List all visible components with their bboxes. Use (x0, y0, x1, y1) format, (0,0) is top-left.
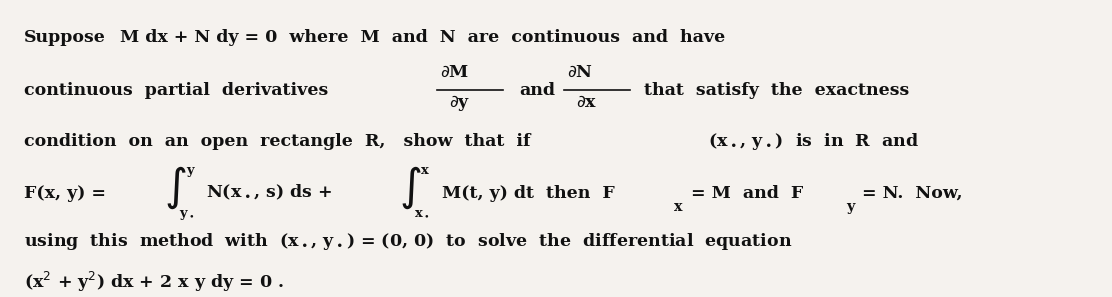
Text: $\partial$y: $\partial$y (449, 94, 470, 113)
Text: continuous  partial  derivatives: continuous partial derivatives (24, 81, 328, 99)
Text: and: and (519, 81, 556, 99)
Text: M dx + N dy = 0  where  M  and  N  are  continuous  and  have: M dx + N dy = 0 where M and N are contin… (120, 29, 725, 46)
Text: = N.  Now,: = N. Now, (862, 185, 962, 202)
Text: (x$^2$ + y$^2$) dx + 2 x y dy = 0 .: (x$^2$ + y$^2$) dx + 2 x y dy = 0 . (24, 270, 284, 294)
Text: x: x (674, 200, 683, 214)
Text: = M  and  F: = M and F (691, 185, 803, 202)
Text: $\partial$N: $\partial$N (567, 64, 593, 81)
Text: N(x$_\bullet$, s) ds +: N(x$_\bullet$, s) ds + (206, 183, 332, 202)
Text: $\int$: $\int$ (399, 165, 421, 211)
Text: y: y (846, 200, 854, 214)
Text: y: y (187, 164, 193, 177)
Text: $\partial$x: $\partial$x (576, 94, 597, 111)
Text: Suppose: Suppose (24, 29, 106, 46)
Text: (x$_\bullet$, y$_\bullet$)  is  in  R  and: (x$_\bullet$, y$_\bullet$) is in R and (708, 131, 920, 152)
Text: x: x (421, 164, 429, 177)
Text: $\int$: $\int$ (165, 165, 187, 211)
Text: M(t, y) dt  then  F: M(t, y) dt then F (443, 185, 615, 202)
Text: x$_\bullet$: x$_\bullet$ (414, 206, 429, 219)
Text: F(x, y) =: F(x, y) = (24, 185, 112, 202)
Text: using  this  method  with  (x$_\bullet$, y$_\bullet$) = (0, 0)  to  solve  the  : using this method with (x$_\bullet$, y$_… (24, 231, 793, 252)
Text: $\partial$M: $\partial$M (440, 64, 469, 81)
Text: y$_\bullet$: y$_\bullet$ (179, 208, 195, 222)
Text: condition  on  an  open  rectangle  R,   show  that  if: condition on an open rectangle R, show t… (24, 133, 530, 150)
Text: that  satisfy  the  exactness: that satisfy the exactness (644, 81, 910, 99)
